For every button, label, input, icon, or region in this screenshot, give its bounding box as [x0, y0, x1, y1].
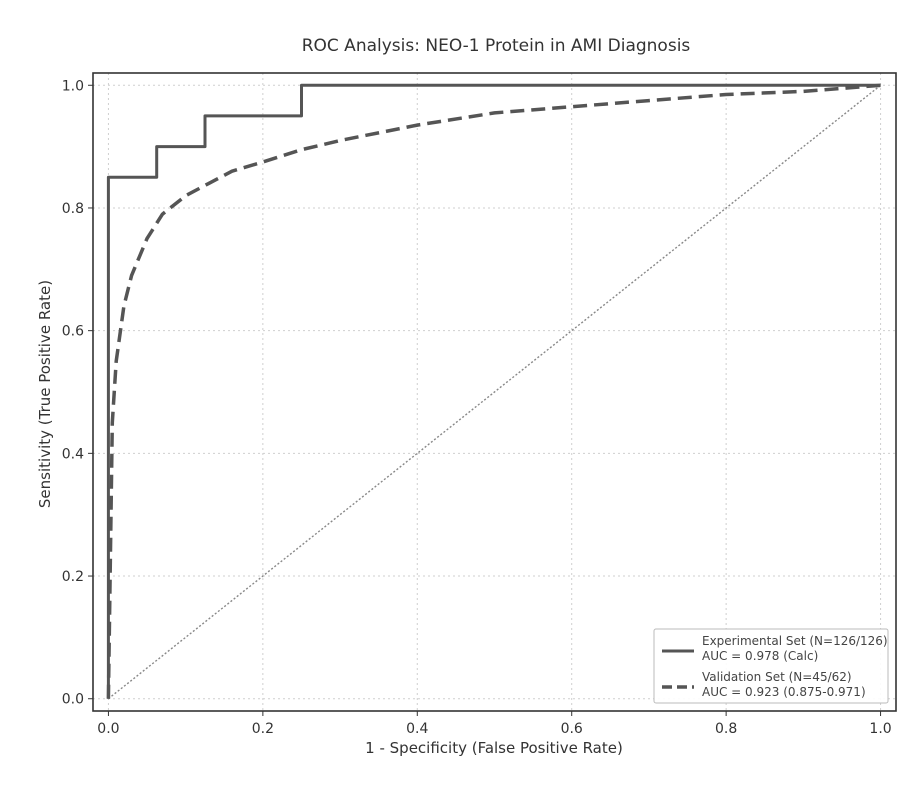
y-tick-label: 0.8 — [62, 201, 84, 217]
legend-entry-name: Experimental Set (N=126/126) — [702, 634, 888, 648]
x-tick-label: 0.4 — [406, 721, 428, 737]
x-axis-label: 1 - Specificity (False Positive Rate) — [365, 739, 623, 757]
x-tick-label: 0.0 — [97, 721, 119, 737]
y-tick-label: 0.6 — [62, 324, 84, 340]
y-tick-label: 0.2 — [62, 569, 84, 585]
chart-title: ROC Analysis: NEO-1 Protein in AMI Diagn… — [302, 36, 691, 56]
x-tick-label: 0.6 — [561, 721, 583, 737]
legend-entry-auc: AUC = 0.978 (Calc) — [702, 649, 818, 663]
y-axis-label: Sensitivity (True Positive Rate) — [36, 280, 54, 508]
chance-diagonal-line — [108, 85, 880, 698]
y-tick-label: 1.0 — [62, 78, 84, 94]
y-tick-label: 0.4 — [62, 446, 84, 462]
legend: Experimental Set (N=126/126)AUC = 0.978 … — [654, 629, 888, 703]
x-tick-label: 0.8 — [715, 721, 737, 737]
x-tick-label: 1.0 — [869, 721, 891, 737]
legend-entry-name: Validation Set (N=45/62) — [702, 670, 852, 684]
x-tick-label: 0.2 — [252, 721, 274, 737]
series-group — [108, 85, 880, 698]
y-tick-label: 0.0 — [62, 692, 84, 708]
legend-entry-auc: AUC = 0.923 (0.875-0.971) — [702, 685, 866, 699]
